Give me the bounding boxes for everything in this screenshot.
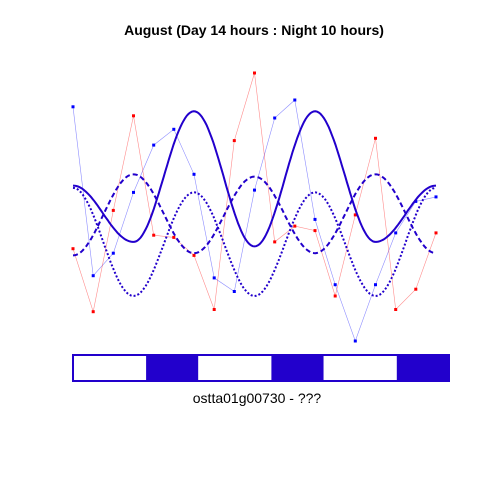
series-line-measured-blue: [73, 100, 436, 341]
data-point-measured-blue-3: [132, 191, 135, 194]
data-point-measured-blue-8: [233, 290, 236, 293]
plot-area: [72, 72, 438, 343]
data-point-measured-red-2: [112, 209, 115, 212]
data-point-measured-blue-15: [374, 283, 377, 286]
data-point-measured-red-13: [334, 295, 337, 298]
data-point-measured-red-5: [172, 236, 175, 239]
bar-segment-dark-5: [397, 355, 449, 381]
model-curve-dashed: [73, 174, 436, 255]
data-point-measured-red-3: [132, 114, 135, 117]
data-point-measured-red-4: [152, 234, 155, 237]
model-curve-solid: [73, 111, 436, 246]
model-curve-dotted: [73, 188, 436, 296]
series-line-measured-red: [73, 73, 436, 312]
data-point-measured-blue-12: [314, 218, 317, 221]
data-point-measured-blue-9: [253, 189, 256, 192]
data-point-measured-red-17: [414, 288, 417, 291]
x-axis-label: ostta01g00730 - ???: [193, 390, 322, 406]
bar-segment-dark-3: [271, 355, 323, 381]
data-point-measured-red-10: [273, 240, 276, 243]
data-point-measured-blue-5: [172, 128, 175, 131]
data-point-measured-red-15: [374, 137, 377, 140]
data-point-measured-blue-18: [435, 195, 438, 198]
data-point-measured-blue-13: [334, 283, 337, 286]
data-point-measured-blue-0: [72, 105, 75, 108]
bar-segment-light-2: [198, 355, 271, 381]
data-point-measured-red-11: [293, 225, 296, 228]
data-point-measured-blue-4: [152, 144, 155, 147]
data-point-measured-blue-6: [193, 173, 196, 176]
data-point-measured-red-7: [213, 308, 216, 311]
chart-title: August (Day 14 hours : Night 10 hours): [124, 22, 384, 38]
bar-segment-dark-1: [146, 355, 198, 381]
data-point-measured-blue-1: [92, 274, 95, 277]
data-point-measured-blue-2: [112, 252, 115, 255]
data-point-measured-blue-14: [354, 340, 357, 343]
data-point-measured-red-18: [435, 231, 438, 234]
data-point-measured-red-9: [253, 72, 256, 75]
data-point-measured-blue-11: [293, 99, 296, 102]
data-point-measured-red-8: [233, 139, 236, 142]
data-point-measured-red-0: [72, 247, 75, 250]
data-point-measured-red-16: [394, 308, 397, 311]
bar-segment-light-4: [324, 355, 397, 381]
data-point-measured-blue-16: [394, 231, 397, 234]
data-point-measured-red-1: [92, 310, 95, 313]
data-point-measured-red-12: [314, 229, 317, 232]
data-point-measured-blue-10: [273, 117, 276, 120]
data-point-measured-red-6: [193, 254, 196, 257]
data-point-measured-blue-7: [213, 276, 216, 279]
light-dark-bar: [73, 355, 449, 381]
bar-segment-light-0: [73, 355, 146, 381]
